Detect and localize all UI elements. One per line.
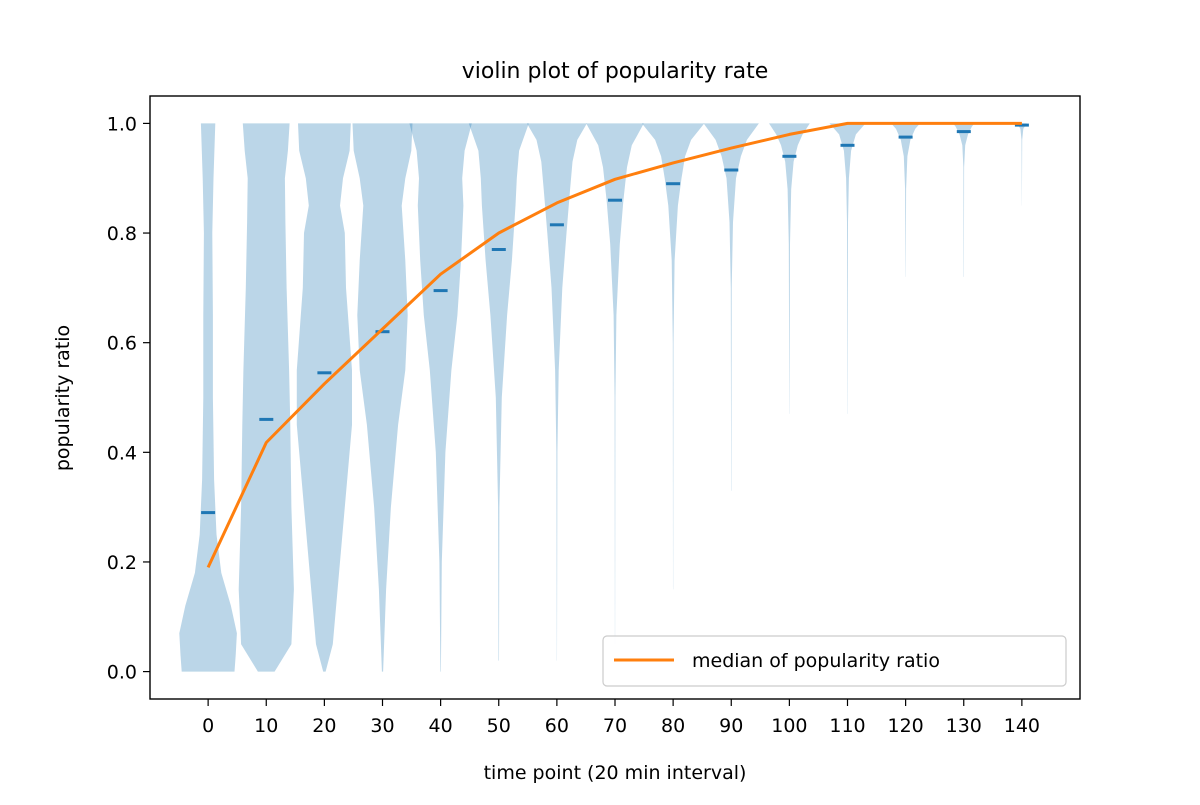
x-tick-label-0: 0 xyxy=(202,715,214,737)
legend-box xyxy=(602,635,1067,687)
y-tick-label-0: 0.0 xyxy=(107,662,137,684)
violin-70 xyxy=(586,123,644,645)
x-tick-label-140: 140 xyxy=(1004,715,1040,737)
legend-label-median: median of popularity ratio xyxy=(692,650,940,672)
median-line-layer xyxy=(206,121,1022,569)
x-tick-label-80: 80 xyxy=(661,715,685,737)
x-tick-label-100: 100 xyxy=(771,715,807,737)
violin-30 xyxy=(352,123,413,672)
legend[interactable]: median of popularity ratio xyxy=(602,635,1067,687)
x-tick-label-60: 60 xyxy=(545,715,569,737)
violin-20 xyxy=(296,123,352,672)
violins-layer xyxy=(179,123,1027,672)
violin-0 xyxy=(179,123,237,672)
y-tick-label-5: 1.0 xyxy=(107,113,137,135)
x-tick-label-40: 40 xyxy=(429,715,453,737)
mean-markers-layer xyxy=(201,123,1029,515)
violin-50 xyxy=(468,123,529,661)
violin-130 xyxy=(953,123,975,277)
chart-title: violin plot of popularity rate xyxy=(462,59,769,84)
violin-80 xyxy=(641,123,705,590)
x-tick-label-30: 30 xyxy=(370,715,394,737)
violin-120 xyxy=(891,123,920,277)
y-axis: 0.0 0.2 0.4 0.6 0.8 1.0 xyxy=(107,113,150,684)
y-tick-label-1: 0.2 xyxy=(107,552,137,574)
x-tick-label-10: 10 xyxy=(254,715,278,737)
x-tick-label-110: 110 xyxy=(829,715,865,737)
x-tick-label-90: 90 xyxy=(719,715,743,737)
y-tick-label-2: 0.4 xyxy=(107,442,137,464)
y-tick-label-3: 0.6 xyxy=(107,333,137,355)
violin-60 xyxy=(526,123,587,661)
violin-110 xyxy=(829,123,866,414)
x-axis: 0 10 20 30 40 50 60 70 80 90 100 110 120 130 140 xyxy=(202,699,1040,737)
x-tick-label-120: 120 xyxy=(887,715,923,737)
median-line xyxy=(206,121,1022,569)
y-axis-label: popularity ratio xyxy=(52,325,74,471)
x-tick-label-20: 20 xyxy=(312,715,336,737)
violin-90 xyxy=(703,123,759,491)
x-tick-label-50: 50 xyxy=(487,715,511,737)
violin-10 xyxy=(238,123,294,672)
x-tick-label-70: 70 xyxy=(603,715,627,737)
x-axis-label: time point (20 min interval) xyxy=(484,762,747,784)
violin-140 xyxy=(1017,123,1027,206)
x-tick-label-130: 130 xyxy=(946,715,982,737)
violin-40 xyxy=(409,123,472,672)
y-tick-label-4: 0.8 xyxy=(107,223,137,245)
violin-100 xyxy=(769,123,810,414)
